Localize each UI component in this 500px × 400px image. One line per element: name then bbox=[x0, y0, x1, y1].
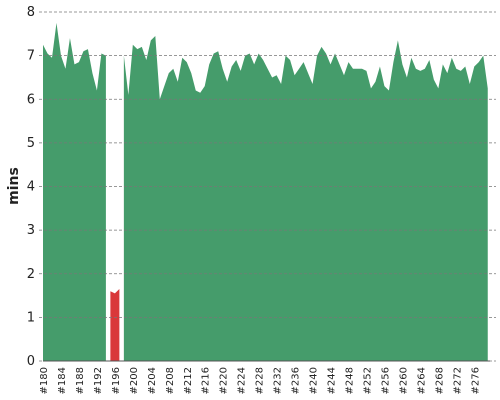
area bbox=[110, 289, 120, 361]
x-tick-label: #236 bbox=[291, 367, 302, 394]
x-tick-label: #272 bbox=[452, 367, 463, 394]
x-tick-label: #204 bbox=[147, 367, 158, 394]
x-tick-label: #228 bbox=[255, 367, 266, 394]
x-tick-label: #180 bbox=[39, 367, 50, 394]
x-tick-label: #276 bbox=[470, 367, 481, 394]
x-tick-label: #268 bbox=[434, 367, 445, 394]
x-tick-label: #260 bbox=[398, 367, 409, 394]
y-tick-label: 2 bbox=[27, 267, 35, 282]
y-tick-label: 8 bbox=[27, 5, 35, 20]
y-tick-label: 0 bbox=[27, 354, 35, 369]
y-tick-label: 4 bbox=[27, 180, 35, 195]
y-axis-label: mins bbox=[6, 167, 22, 205]
x-tick-label: #252 bbox=[362, 367, 373, 394]
x-tick-label: #240 bbox=[309, 367, 320, 394]
x-tick-label: #264 bbox=[416, 367, 427, 394]
x-tick-label: #220 bbox=[219, 367, 230, 394]
y-tick-label: 5 bbox=[27, 136, 35, 151]
x-tick-label: #184 bbox=[57, 367, 68, 394]
x-tick-label: #192 bbox=[93, 367, 104, 394]
x-tick-label: #256 bbox=[380, 367, 391, 394]
x-tick-label: #232 bbox=[273, 367, 284, 394]
x-tick-label: #216 bbox=[201, 367, 212, 394]
area bbox=[43, 22, 488, 361]
x-tick-label: #224 bbox=[237, 367, 248, 394]
y-tick-label: 6 bbox=[27, 92, 35, 107]
y-tick-label: 3 bbox=[27, 223, 35, 238]
y-tick-label: 1 bbox=[27, 310, 35, 325]
x-tick-label: #188 bbox=[75, 367, 86, 394]
y-tick-label: 7 bbox=[27, 49, 35, 64]
x-tick-label: #248 bbox=[344, 367, 355, 394]
x-tick-label: #212 bbox=[183, 367, 194, 394]
x-tick-label: #196 bbox=[111, 367, 122, 394]
x-tick-label: #200 bbox=[129, 367, 140, 394]
x-tick-label: #208 bbox=[165, 367, 176, 394]
x-tick-label: #244 bbox=[327, 367, 338, 394]
